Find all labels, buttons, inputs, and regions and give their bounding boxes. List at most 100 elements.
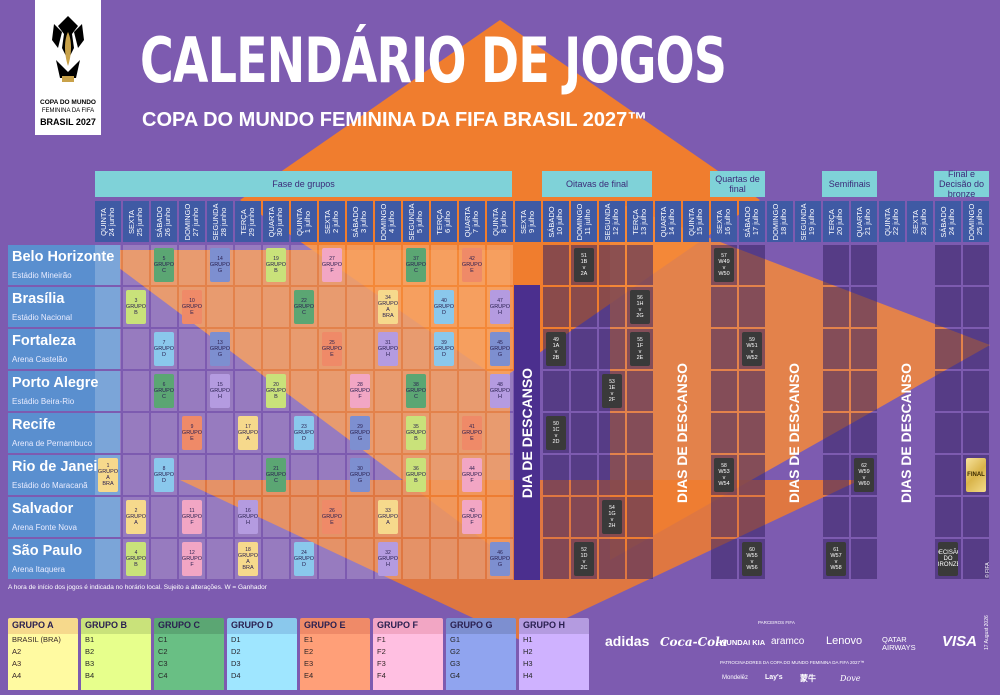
team-slot: BRASIL (BRA) (12, 635, 61, 644)
match-card[interactable]: 34 GRUPO A BRA (378, 290, 398, 324)
match-card[interactable]: 29 GRUPO G (350, 416, 370, 450)
grid-cell (487, 455, 513, 495)
match-card[interactable]: 40 GRUPO D (434, 290, 454, 324)
grid-cell (347, 245, 373, 285)
match-card[interactable]: 26 GRUPO E (322, 500, 342, 534)
team-slot: E3 (304, 659, 314, 668)
match-card[interactable]: 24 GRUPO D (294, 542, 314, 576)
match-card[interactable]: 9 GRUPO E (182, 416, 202, 450)
date-header: DOMINGO 18 julho (767, 201, 793, 242)
match-card[interactable]: 5 GRUPO C (154, 248, 174, 282)
match-card[interactable]: 30 GRUPO G (350, 458, 370, 492)
match-card[interactable]: 58 W53 v W54 (714, 458, 734, 492)
match-card[interactable]: 17 GRUPO A (238, 416, 258, 450)
match-card[interactable]: 37 GRUPO C (406, 248, 426, 282)
match-card[interactable]: 51 1B v 2A (574, 248, 594, 282)
sponsor-qatar-airways: QATAR AIRWAYS (882, 635, 916, 652)
match-card[interactable]: 6 GRUPO C (154, 374, 174, 408)
match-card[interactable]: 3 GRUPO B (126, 290, 146, 324)
match-card[interactable]: 43 GRUPO F (462, 500, 482, 534)
grid-cell (739, 413, 765, 453)
match-label: v (862, 475, 866, 481)
match-card[interactable]: 54 1G v 2H (602, 500, 622, 534)
city-name: Salvador (12, 501, 74, 517)
match-card[interactable]: 53 1E v 2F (602, 374, 622, 408)
match-card[interactable]: 57 W49 v W50 (714, 248, 734, 282)
match-card[interactable]: 45 GRUPO G (490, 332, 510, 366)
match-card[interactable]: 62 W59 v W60 (854, 458, 874, 492)
match-label: F (470, 520, 474, 526)
match-label: GRUPO (266, 472, 286, 478)
match-card[interactable]: 38 GRUPO C (406, 374, 426, 408)
match-label: GRUPO (98, 469, 118, 475)
match-card[interactable]: 23 GRUPO D (294, 416, 314, 450)
match-card[interactable]: 59 W51 v W52 (742, 332, 762, 366)
match-card[interactable]: 10 GRUPO E (182, 290, 202, 324)
match-card[interactable]: 21 GRUPO C (266, 458, 286, 492)
date-header-text: QUINTA 22 julho (883, 208, 900, 236)
match-card[interactable]: 18 GRUPO A BRA (238, 542, 258, 576)
match-card[interactable]: 20 GRUPO B (266, 374, 286, 408)
date-header-text: DOMINGO 4 julho (379, 203, 396, 240)
grid-cell (347, 497, 373, 537)
match-card[interactable]: 4 GRUPO B (126, 542, 146, 576)
date-header-text: QUINTA 1 julho (295, 208, 312, 236)
match-card[interactable]: 42 GRUPO E (462, 248, 482, 282)
match-card[interactable]: 22 GRUPO C (294, 290, 314, 324)
match-card[interactable]: 52 1D v 2C (574, 542, 594, 576)
match-label: B (134, 562, 138, 568)
group-teams: D1 D2 D3 D4 (227, 634, 297, 690)
match-card[interactable]: 27 GRUPO F (322, 248, 342, 282)
match-card[interactable]: 39 GRUPO D (434, 332, 454, 366)
match-card[interactable]: 47 GRUPO H (490, 290, 510, 324)
match-card[interactable]: 16 GRUPO H (238, 500, 258, 534)
match-card[interactable]: 60 W55 v W56 (742, 542, 762, 576)
match-label: GRUPO (490, 304, 510, 310)
match-card[interactable]: 14 GRUPO G (210, 248, 230, 282)
grid-cell (851, 539, 877, 579)
match-label: H (386, 562, 390, 568)
match-card[interactable]: 41 GRUPO E (462, 416, 482, 450)
match-card[interactable]: 44 GRUPO F (462, 458, 482, 492)
match-card[interactable]: DECISÃODOBRONZE (938, 542, 958, 576)
logo-line-1: COPA DO MUNDO (40, 99, 96, 106)
grid-cell (935, 245, 961, 285)
match-card[interactable]: 56 1H v 2G (630, 290, 650, 324)
grid-cell (487, 245, 513, 285)
match-card[interactable]: 28 GRUPO F (350, 374, 370, 408)
match-card[interactable]: 25 GRUPO E (322, 332, 342, 366)
match-card[interactable]: 46 GRUPO G (490, 542, 510, 576)
match-card[interactable]: 32 GRUPO H (378, 542, 398, 576)
match-card[interactable]: 15 GRUPO H (210, 374, 230, 408)
match-number: 32 (385, 550, 391, 556)
match-card[interactable]: 2 GRUPO A (126, 500, 146, 534)
match-card[interactable]: 12 GRUPO F (182, 542, 202, 576)
match-card[interactable]: 36 GRUPO B (406, 458, 426, 492)
grid-cell (123, 245, 149, 285)
team-slot: E2 (304, 647, 314, 656)
match-card[interactable]: 55 1F v 2E (630, 332, 650, 366)
date-header: DOMINGO 11 julho (571, 201, 597, 242)
grid-cell (123, 455, 149, 495)
match-card[interactable]: 50 1C v 2D (546, 416, 566, 450)
match-card[interactable]: 48 GRUPO H (490, 374, 510, 408)
match-card[interactable]: 31 GRUPO H (378, 332, 398, 366)
match-card[interactable]: 19 GRUPO B (266, 248, 286, 282)
match-card[interactable]: 8 GRUPO D (154, 458, 174, 492)
match-card[interactable]: 49 1A v 2B (546, 332, 566, 366)
city-row-header: Belo Horizonte Estádio Mineirão (8, 245, 120, 285)
rest-days-label-1: DIAS DE DESCANSO (674, 362, 690, 503)
match-card[interactable]: 11 GRUPO F (182, 500, 202, 534)
group-card: GRUPO B B1 B2 B3 B4 (81, 618, 151, 690)
match-card[interactable]: 13 GRUPO G (210, 332, 230, 366)
match-card[interactable]: FINAL (966, 458, 986, 492)
grid-cell (935, 455, 961, 495)
match-label: GRUPO (406, 472, 426, 478)
match-card[interactable]: 33 GRUPO A (378, 500, 398, 534)
match-label: A (134, 520, 138, 526)
match-card[interactable]: 61 W57 v W58 (826, 542, 846, 576)
match-label: B (414, 436, 418, 442)
match-card[interactable]: 35 GRUPO B (406, 416, 426, 450)
match-card[interactable]: 7 GRUPO D (154, 332, 174, 366)
match-card[interactable]: 1 GRUPO A BRA (98, 458, 118, 492)
